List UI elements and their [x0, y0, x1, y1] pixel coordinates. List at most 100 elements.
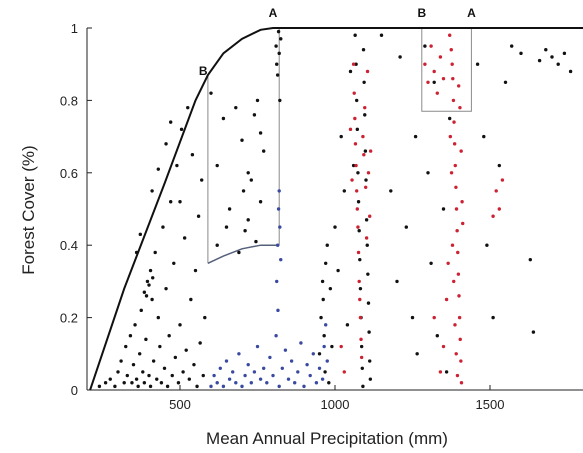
- data-point: [435, 334, 439, 338]
- guide-curve: [207, 244, 280, 264]
- data-point: [451, 98, 456, 103]
- data-point: [218, 366, 222, 370]
- data-point: [358, 297, 362, 302]
- data-point: [289, 359, 294, 363]
- data-point: [458, 337, 462, 342]
- data-point: [311, 352, 315, 356]
- data-point: [151, 276, 155, 280]
- data-point: [322, 334, 326, 338]
- data-point: [209, 384, 213, 389]
- data-point: [262, 149, 266, 153]
- data-point: [124, 344, 128, 349]
- data-point: [364, 178, 368, 182]
- data-point: [379, 33, 384, 37]
- data-point: [246, 362, 250, 367]
- data-point: [432, 315, 436, 320]
- annotation-label: A: [269, 6, 278, 20]
- y-tick-label: 0.6: [60, 166, 78, 181]
- y-axis-title: Forest Cover (%): [19, 145, 38, 274]
- data-point: [351, 62, 356, 66]
- data-point: [358, 315, 363, 320]
- envelope-curve: [89, 27, 583, 391]
- data-point: [323, 370, 327, 374]
- data-point: [201, 373, 205, 378]
- data-point: [452, 279, 456, 284]
- data-point: [165, 384, 170, 389]
- data-point: [164, 142, 168, 146]
- data-point: [359, 344, 364, 349]
- data-point: [429, 261, 433, 265]
- data-point: [262, 366, 266, 370]
- data-point: [432, 80, 436, 85]
- data-point: [187, 377, 191, 381]
- data-point: [438, 55, 443, 59]
- data-point: [173, 355, 178, 360]
- data-point: [352, 91, 356, 95]
- data-point: [198, 341, 202, 345]
- data-point: [485, 243, 489, 247]
- data-point: [491, 214, 495, 218]
- data-point: [320, 377, 325, 381]
- data-point: [432, 69, 436, 74]
- data-point: [451, 76, 455, 81]
- data-point: [339, 344, 343, 349]
- data-point: [519, 51, 523, 56]
- data-point: [450, 62, 454, 66]
- data-point: [279, 37, 283, 41]
- data-point: [452, 120, 456, 124]
- data-point: [423, 44, 427, 48]
- data-point: [368, 214, 372, 218]
- data-point: [455, 229, 459, 233]
- data-point: [249, 381, 253, 385]
- data-point: [119, 359, 123, 363]
- data-point: [178, 200, 182, 204]
- data-point: [182, 236, 187, 240]
- data-point: [254, 239, 258, 244]
- data-point: [268, 355, 272, 360]
- data-point: [459, 381, 464, 385]
- data-point: [276, 207, 281, 211]
- y-tick-label: 0.4: [60, 238, 78, 253]
- data-point: [348, 127, 353, 132]
- data-point: [322, 344, 326, 349]
- data-point: [237, 250, 241, 255]
- data-point: [227, 207, 232, 211]
- data-point: [156, 315, 160, 320]
- data-point: [544, 48, 548, 52]
- data-point: [497, 163, 501, 168]
- data-point: [456, 250, 460, 255]
- data-point: [246, 218, 250, 222]
- data-point: [252, 113, 257, 117]
- data-point: [360, 366, 364, 370]
- data-point: [366, 272, 370, 276]
- y-tick-label: 1: [71, 21, 78, 36]
- data-point: [293, 381, 297, 385]
- data-point: [317, 366, 322, 370]
- data-point: [158, 344, 162, 349]
- data-point: [410, 315, 415, 320]
- data-point: [283, 348, 288, 352]
- data-point: [148, 268, 153, 273]
- data-point: [184, 348, 188, 352]
- data-point: [452, 142, 457, 146]
- data-point: [136, 384, 140, 389]
- data-point: [237, 352, 241, 356]
- annotations: A B B A: [199, 6, 476, 78]
- data-point: [448, 134, 453, 139]
- data-point: [355, 207, 360, 211]
- data-point: [363, 113, 367, 117]
- data-point: [150, 189, 154, 193]
- data-point: [339, 134, 343, 139]
- data-point: [186, 105, 190, 110]
- data-point: [193, 268, 198, 273]
- data-point: [234, 105, 238, 110]
- data-point: [224, 359, 229, 363]
- data-point: [450, 243, 455, 247]
- data-point: [138, 232, 143, 237]
- data-point: [147, 283, 151, 287]
- data-point: [448, 33, 452, 37]
- data-point: [429, 44, 433, 48]
- data-point: [330, 344, 334, 349]
- data-point: [356, 200, 361, 204]
- data-point: [280, 366, 284, 370]
